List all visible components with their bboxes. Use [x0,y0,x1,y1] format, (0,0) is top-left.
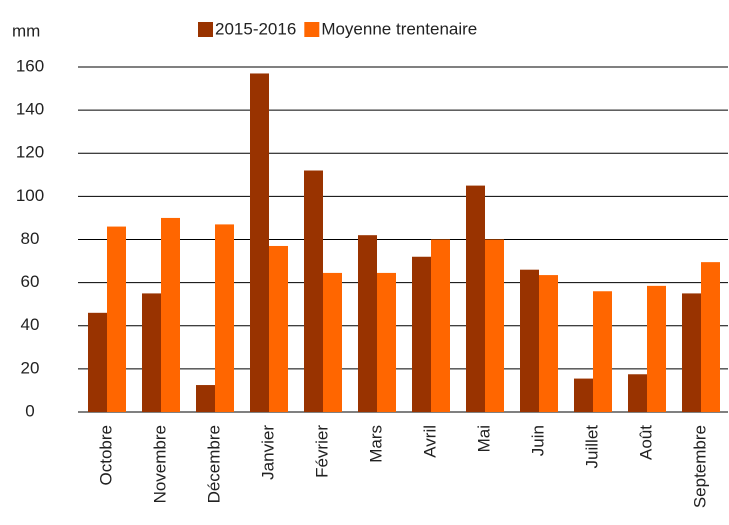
bar [269,245,288,412]
bar [628,374,647,412]
bar [196,385,215,412]
bar [323,272,342,412]
x-tick-label: Novembre [150,425,169,503]
legend-label: Moyenne trentenaire [321,19,477,38]
y-tick-label: 160 [16,56,44,75]
y-tick-label: 140 [16,100,44,119]
bar [107,226,126,412]
bar [88,312,107,412]
bar [647,285,666,412]
x-tick-label: Avril [420,425,439,458]
bar [539,275,558,412]
y-tick-label: 0 [25,401,34,420]
y-tick-label: 100 [16,186,44,205]
bar [250,73,269,412]
legend-swatch [198,22,213,37]
x-tick-label: Septembre [690,425,709,508]
x-tick-label: Janvier [258,425,277,480]
bar [412,256,431,412]
legend-label: 2015-2016 [215,19,296,38]
y-tick-label: 40 [21,315,40,334]
bar [358,235,377,412]
x-tick-label: Octobre [96,425,115,485]
bar [682,293,701,412]
x-tick-label: Juin [528,425,547,456]
bar [431,239,450,412]
bar [520,269,539,412]
x-tick-label: Août [636,425,655,460]
bar [701,262,720,412]
bar [466,185,485,412]
legend-swatch [304,22,320,37]
y-tick-label: 80 [21,229,40,248]
y-tick-label: 60 [21,272,40,291]
bar [377,272,396,412]
bar [142,293,161,412]
x-tick-label: Février [312,425,331,478]
bar [161,217,180,412]
x-tick-label: Décembre [204,425,223,503]
y-tick-label: 20 [21,358,40,377]
x-tick-label: Juillet [582,425,601,469]
x-tick-label: Mai [474,425,493,452]
y-axis-label: mm [12,21,40,40]
x-tick-label: Mars [366,425,385,463]
bar [304,170,323,412]
bar [215,224,234,412]
bar [574,378,593,412]
bar [593,291,612,412]
bar [485,239,504,412]
y-tick-label: 120 [16,143,44,162]
